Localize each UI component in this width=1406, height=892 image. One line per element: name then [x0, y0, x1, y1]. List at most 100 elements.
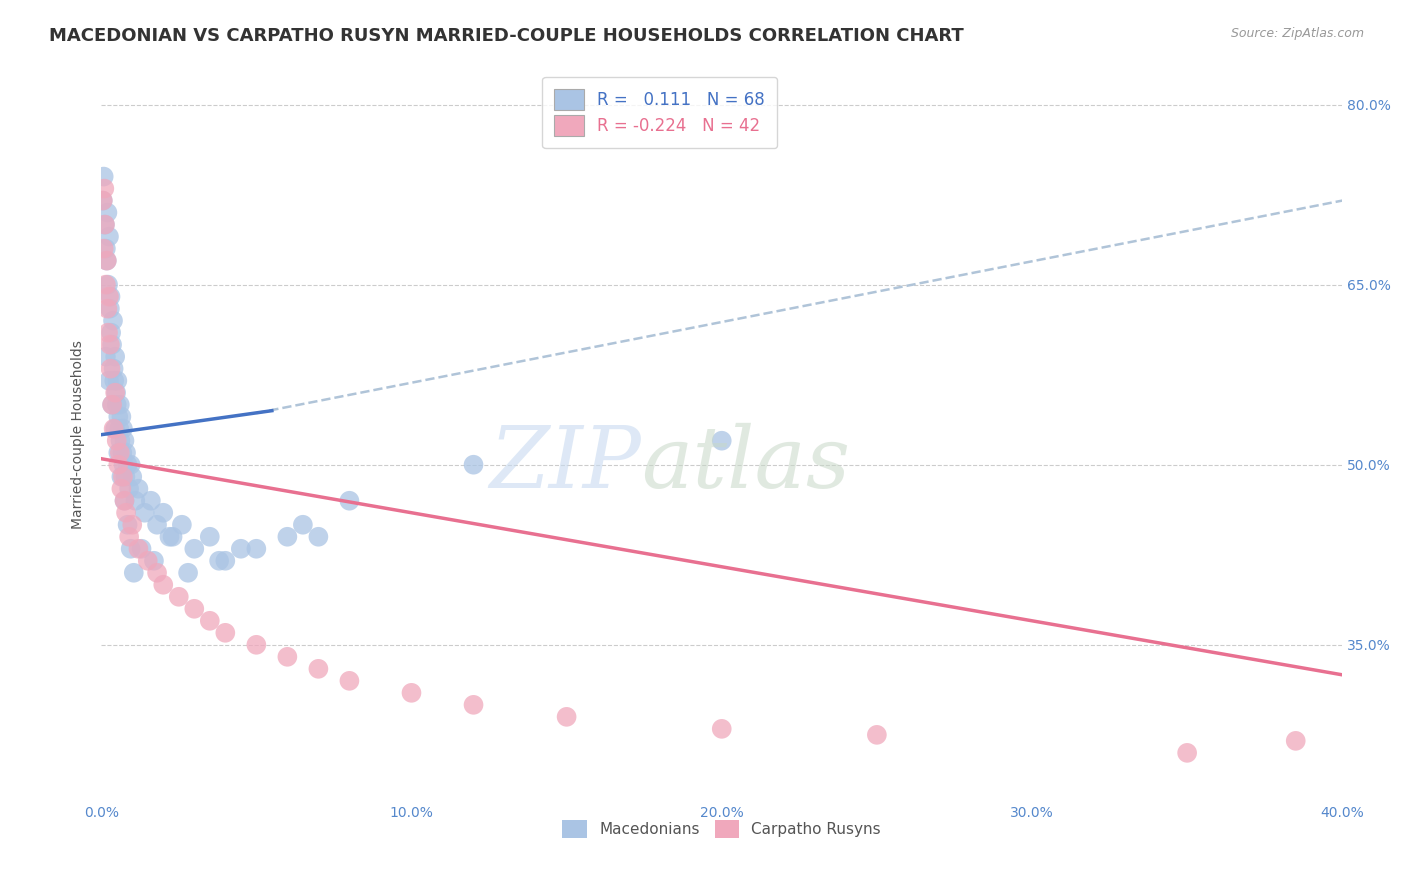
Point	[105, 374, 128, 388]
Point	[93, 169, 115, 184]
Point	[105, 398, 128, 412]
Point	[98, 290, 121, 304]
Point	[121, 517, 143, 532]
Point	[94, 242, 117, 256]
Point	[245, 638, 267, 652]
Point	[94, 350, 117, 364]
Point	[94, 218, 117, 232]
Point	[276, 530, 298, 544]
Point	[115, 446, 138, 460]
Point	[117, 458, 139, 472]
Point	[142, 554, 165, 568]
Point	[98, 374, 121, 388]
Point	[110, 434, 132, 448]
Point	[114, 493, 136, 508]
Point	[229, 541, 252, 556]
Point	[710, 722, 733, 736]
Point	[101, 337, 124, 351]
Point	[1175, 746, 1198, 760]
Point	[110, 409, 132, 424]
Point	[94, 218, 117, 232]
Point	[97, 277, 120, 292]
Point	[127, 541, 149, 556]
Point	[100, 326, 122, 340]
Point	[96, 253, 118, 268]
Point	[307, 530, 329, 544]
Point	[214, 554, 236, 568]
Point	[152, 578, 174, 592]
Point	[183, 541, 205, 556]
Point	[110, 482, 132, 496]
Point	[111, 469, 134, 483]
Point	[139, 493, 162, 508]
Point	[198, 530, 221, 544]
Point	[101, 313, 124, 327]
Point	[110, 469, 132, 483]
Point	[170, 517, 193, 532]
Point	[146, 517, 169, 532]
Text: ZIP: ZIP	[489, 423, 641, 506]
Legend: Macedonians, Carpatho Rusyns: Macedonians, Carpatho Rusyns	[557, 814, 887, 845]
Point	[866, 728, 889, 742]
Point	[121, 469, 143, 483]
Y-axis label: Married-couple Households: Married-couple Households	[72, 340, 86, 529]
Point	[291, 517, 314, 532]
Point	[96, 253, 118, 268]
Point	[107, 409, 129, 424]
Point	[198, 614, 221, 628]
Point	[104, 385, 127, 400]
Point	[108, 398, 131, 412]
Point	[114, 469, 136, 483]
Point	[118, 530, 141, 544]
Point	[105, 434, 128, 448]
Point	[339, 493, 361, 508]
Point	[112, 458, 135, 472]
Point	[152, 506, 174, 520]
Point	[276, 649, 298, 664]
Point	[122, 566, 145, 580]
Point	[107, 458, 129, 472]
Point	[98, 229, 121, 244]
Point	[114, 493, 136, 508]
Point	[91, 194, 114, 208]
Point	[167, 590, 190, 604]
Point	[463, 698, 485, 712]
Point	[159, 530, 181, 544]
Point	[108, 446, 131, 460]
Text: Source: ZipAtlas.com: Source: ZipAtlas.com	[1230, 27, 1364, 40]
Point	[101, 398, 124, 412]
Point	[107, 446, 129, 460]
Point	[1285, 734, 1308, 748]
Point	[131, 541, 153, 556]
Point	[120, 458, 142, 472]
Point	[339, 673, 361, 688]
Point	[307, 662, 329, 676]
Point	[104, 350, 127, 364]
Point	[96, 205, 118, 219]
Point	[111, 422, 134, 436]
Point	[114, 434, 136, 448]
Point	[214, 625, 236, 640]
Point	[117, 517, 139, 532]
Point	[177, 566, 200, 580]
Point	[127, 482, 149, 496]
Point	[136, 554, 159, 568]
Point	[146, 566, 169, 580]
Point	[108, 422, 131, 436]
Point	[103, 361, 125, 376]
Point	[97, 326, 120, 340]
Point	[103, 374, 125, 388]
Point	[98, 337, 121, 351]
Point	[93, 181, 115, 195]
Point	[96, 301, 118, 316]
Point	[115, 506, 138, 520]
Point	[120, 541, 142, 556]
Point	[124, 493, 146, 508]
Point	[162, 530, 184, 544]
Point	[245, 541, 267, 556]
Point	[105, 385, 128, 400]
Point	[111, 446, 134, 460]
Point	[463, 458, 485, 472]
Point	[101, 398, 124, 412]
Point	[94, 277, 117, 292]
